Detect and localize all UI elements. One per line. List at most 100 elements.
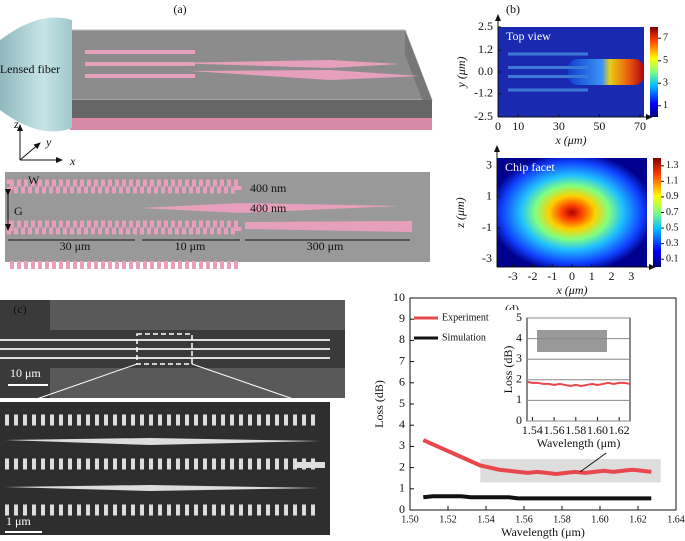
axis-name: x (69, 154, 76, 168)
y-tick-label: 0 (399, 502, 405, 516)
y-axis-label: Loss (dB) (372, 380, 386, 428)
heatmap-band (568, 59, 644, 85)
x-tick-label: 0 (495, 119, 501, 133)
y-tick-label: 5 (516, 310, 522, 324)
x-tick-label: 1.56 (544, 423, 565, 437)
axis-name: y (45, 135, 52, 149)
heatmap-title: Top view (506, 29, 551, 43)
y-tick-label: 0 (516, 413, 522, 427)
inset-image (537, 330, 607, 352)
schematic (0, 17, 433, 163)
scale-label: 10 μm (10, 366, 41, 380)
y-tick-label: -1.2 (474, 85, 493, 99)
y-tick-label: 1 (399, 481, 405, 495)
x-tick-label: 1 (589, 269, 595, 283)
x-tick-label: -3 (508, 269, 518, 283)
colorbar-label: 1.3 (666, 160, 679, 171)
dimension-diagram (5, 172, 430, 269)
x-axis-label: Wavelength (μm) (501, 525, 585, 539)
heatmap-title: Chip facet (505, 160, 555, 174)
x-axis-label: Wavelength (μm) (537, 436, 621, 450)
y-tick-label: 9 (399, 311, 405, 325)
heatmap (497, 158, 647, 267)
panel-label: (b) (506, 2, 520, 16)
x-tick-label: -1 (547, 269, 557, 283)
y-tick-label: -3 (482, 251, 492, 265)
x-tick-label: 0 (569, 269, 575, 283)
y-axis-label: y (μm) (454, 56, 468, 88)
dim-label: 30 μm (60, 239, 91, 253)
panel-label: (c) (13, 302, 26, 316)
x-tick-label: 1.54 (477, 514, 495, 525)
x-tick-label: 1.54 (522, 423, 543, 437)
y-tick-label: 3 (516, 351, 522, 365)
x-tick-label: 2 (608, 269, 614, 283)
y-axis-label: z (μm) (453, 197, 467, 228)
x-axis-label: x (μm) (555, 283, 587, 297)
x-tick-label: 30 (553, 119, 565, 133)
dim-label: 400 nm (250, 201, 287, 215)
y-tick-label: 2 (516, 372, 522, 386)
y-tick-label: 3 (486, 158, 492, 172)
colorbar-label: 0.5 (666, 222, 679, 233)
y-tick-label: 3 (399, 438, 405, 452)
colorbar-label: 1 (663, 100, 668, 111)
colorbar (653, 158, 661, 267)
x-tick-label: 1.62 (629, 514, 647, 525)
dim-label: W (28, 173, 40, 187)
x-tick-label: 1.50 (401, 514, 419, 525)
colorbar (650, 27, 658, 117)
sem-image (0, 300, 345, 535)
axis-name: z (13, 117, 19, 131)
y-tick-label: 4 (516, 330, 522, 344)
series-line (526, 380, 631, 387)
y-tick-label: 1 (486, 189, 492, 203)
x-tick-label: 1.60 (587, 423, 608, 437)
colorbar-label: 0.9 (666, 191, 679, 202)
x-tick-label: 1.58 (565, 423, 586, 437)
y-tick-label: 1.2 (478, 42, 493, 56)
scale-label: 1 μm (6, 514, 31, 528)
colorbar-label: 0.3 (666, 238, 679, 249)
legend-label: Simulation (442, 332, 486, 343)
x-tick-label: 10 (512, 119, 524, 133)
y-tick-label: 10 (393, 290, 405, 304)
dim-label: 300 μm (307, 239, 344, 253)
y-tick-label: -2.5 (474, 109, 493, 123)
colorbar-label: 1.1 (666, 176, 679, 187)
colorbar-label: 0.1 (666, 254, 679, 265)
dim-label: G (14, 204, 23, 218)
dim-label: 400 nm (250, 181, 287, 195)
x-tick-label: -2 (528, 269, 538, 283)
series-line (422, 438, 652, 476)
legend-label: Experiment (442, 312, 489, 323)
x-tick-label: 1.64 (667, 514, 685, 525)
y-tick-label: 8 (399, 332, 405, 346)
colorbar-label: 0.7 (666, 207, 679, 218)
y-tick-label: -1 (482, 220, 492, 234)
y-tick-label: 6 (399, 375, 405, 389)
y-tick-label: 2.5 (478, 19, 493, 33)
panel-label: (a) (173, 2, 186, 16)
y-tick-label: 0.0 (478, 64, 493, 78)
x-tick-label: 1.62 (609, 423, 630, 437)
y-axis-label: Loss (dB) (501, 346, 515, 394)
x-tick-label: 50 (593, 119, 605, 133)
series-line (423, 494, 652, 501)
x-tick-label: 1.56 (515, 514, 533, 525)
y-tick-label: 4 (399, 417, 405, 431)
x-tick-label: 3 (628, 269, 634, 283)
x-tick-label: 1.60 (591, 514, 609, 525)
x-tick-label: 70 (634, 119, 646, 133)
dim-label: 10 μm (175, 239, 206, 253)
y-tick-label: 1 (516, 392, 522, 406)
y-tick-label: 2 (399, 459, 405, 473)
x-axis-label: x (μm) (554, 133, 586, 147)
x-tick-label: 1.58 (553, 514, 571, 525)
colorbar-label: 7 (663, 33, 668, 44)
colorbar-label: 5 (663, 55, 668, 66)
y-tick-label: 5 (399, 396, 405, 410)
colorbar-label: 3 (663, 78, 668, 89)
y-tick-label: 7 (399, 353, 405, 367)
